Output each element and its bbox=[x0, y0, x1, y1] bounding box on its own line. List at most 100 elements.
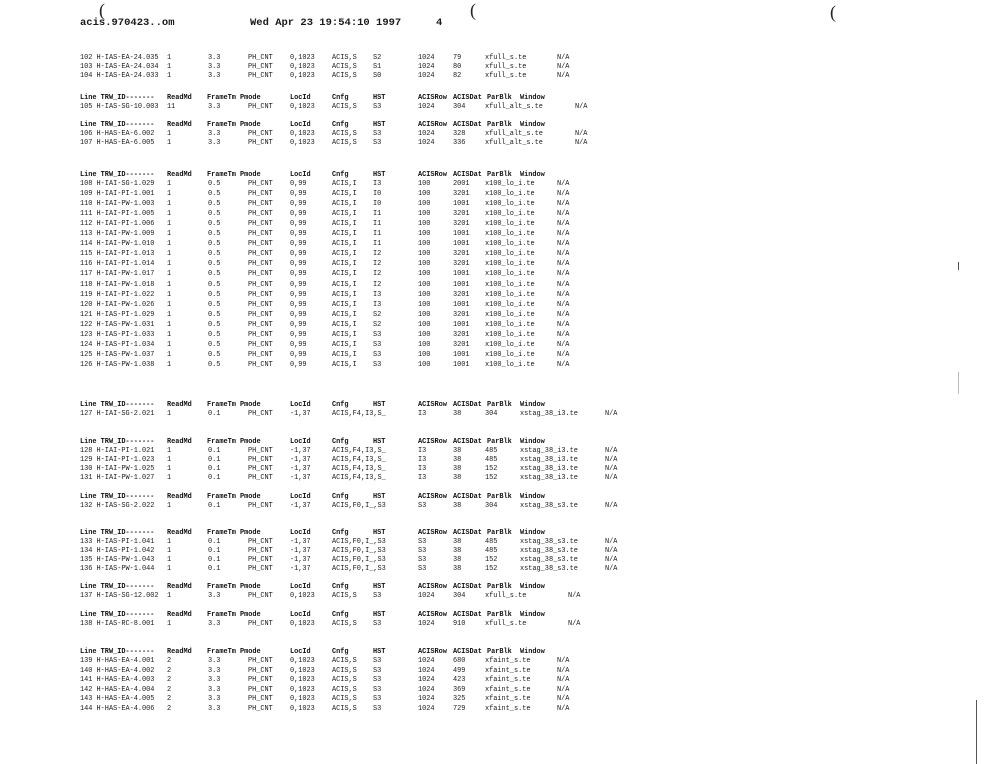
cell-line-trw-id: 140 H-HAS-EA-4.002 bbox=[80, 666, 155, 675]
cell-hst: S3 bbox=[373, 330, 382, 339]
cell-parblk-window: xstag_38_i3.te bbox=[520, 410, 578, 418]
cell-parblk-window: xfaint_s.te bbox=[485, 685, 531, 694]
cell-locid: 0,1023 bbox=[290, 103, 315, 111]
cell-line-trw-id: 139 H-HAS-EA-4.001 bbox=[80, 657, 155, 665]
cell-readmd: 1 bbox=[167, 465, 172, 473]
cell-locid: 0,1023 bbox=[290, 63, 315, 72]
column-header-acisrow: ACISRow bbox=[418, 438, 447, 446]
cell-pmode: PH_CNT bbox=[248, 210, 273, 219]
cell-line-trw-id: 127 H-IAI-SG-2.021 bbox=[80, 410, 155, 418]
cell-window-na: N/A bbox=[605, 546, 618, 555]
cell-pmode: PH_CNT bbox=[248, 695, 273, 704]
cell-acisrow: 100 bbox=[418, 360, 431, 369]
cell-readmd: 1 bbox=[167, 250, 172, 259]
column-header-locid: LocId bbox=[290, 171, 311, 179]
cell-parblk-window: x100_lo_i.te bbox=[485, 280, 535, 289]
cell-pmode: PH_CNT bbox=[248, 447, 273, 455]
cell-line-trw-id: 109 H-IAI-PI-1.001 bbox=[80, 190, 155, 199]
cell-acisdat: 1001 bbox=[453, 320, 470, 329]
cell-readmd: 1 bbox=[167, 555, 172, 564]
cell-readmd: 2 bbox=[167, 685, 172, 694]
scan-artifact-line bbox=[958, 372, 959, 394]
cell-frametm: 0.1 bbox=[208, 502, 221, 510]
cell-frametm: 3.3 bbox=[208, 72, 221, 81]
cell-locid: 0,99 bbox=[290, 340, 307, 349]
column-header-locid: LocId bbox=[290, 401, 311, 409]
cell-readmd: 1 bbox=[167, 410, 172, 418]
cell-readmd: 1 bbox=[167, 538, 172, 546]
column-header-line-trw-id: Line TRW_ID------- bbox=[80, 611, 155, 619]
cell-hst: S1 bbox=[373, 63, 382, 72]
cell-readmd: 1 bbox=[167, 270, 172, 279]
cell-window-na: N/A bbox=[605, 474, 618, 482]
cell-locid: 0,99 bbox=[290, 230, 307, 239]
cell-window-na: N/A bbox=[557, 220, 570, 229]
column-header-line-trw-id: Line TRW_ID------- bbox=[80, 438, 155, 446]
cell-pmode: PH_CNT bbox=[248, 250, 273, 259]
cell-acisdat: 485 bbox=[485, 546, 498, 555]
cell-frametm: 0.1 bbox=[208, 546, 221, 555]
column-header-acisrow: ACISRow bbox=[418, 171, 447, 179]
cell-window-na: N/A bbox=[557, 290, 570, 299]
cell-cnfg: ACIS,I bbox=[332, 250, 357, 259]
cell-frametm: 0.5 bbox=[208, 260, 221, 269]
cell-hst: I3 bbox=[418, 447, 427, 455]
column-header-acisdat: ACISDat bbox=[453, 583, 482, 591]
cell-acisrow: 100 bbox=[418, 270, 431, 279]
cell-parblk-window: xstag_38_s3.te bbox=[520, 538, 578, 546]
cell-readmd: 1 bbox=[167, 280, 172, 289]
cell-hst: I1 bbox=[373, 230, 382, 239]
cell-pmode: PH_CNT bbox=[248, 260, 273, 269]
cell-acisrow: 1024 bbox=[418, 72, 435, 81]
cell-pmode: PH_CNT bbox=[248, 230, 273, 239]
column-header-acisrow: ACISRow bbox=[418, 648, 447, 656]
column-header-window: Window bbox=[520, 438, 545, 446]
cell-acisdat: 328 bbox=[453, 130, 466, 138]
cell-cnfg: ACIS,S bbox=[332, 685, 357, 694]
cell-frametm: 0.5 bbox=[208, 310, 221, 319]
cell-parblk-window: xfull_alt_s.te bbox=[485, 103, 543, 111]
column-header-parblk: ParBlk bbox=[487, 611, 512, 619]
cell-frametm: 0.5 bbox=[208, 270, 221, 279]
column-header-hst: HST bbox=[373, 171, 386, 179]
cell-parblk-window: x100_lo_i.te bbox=[485, 200, 535, 209]
cell-acisrow: 1024 bbox=[418, 685, 435, 694]
cell-locid: 0,1023 bbox=[290, 130, 315, 138]
column-header-acisrow: ACISRow bbox=[418, 121, 447, 129]
cell-window-na: N/A bbox=[557, 63, 570, 72]
cell-parblk-window: x100_lo_i.te bbox=[485, 240, 535, 249]
document-datetime: Wed Apr 23 19:54:10 1997 bbox=[250, 17, 402, 29]
cell-frametm: 3.3 bbox=[208, 705, 221, 713]
cell-readmd: 1 bbox=[167, 190, 172, 199]
cell-parblk-window: x100_lo_i.te bbox=[485, 190, 535, 199]
cell-acisdat: 1001 bbox=[453, 240, 470, 249]
cell-readmd: 1 bbox=[167, 502, 172, 510]
cell-window-na: N/A bbox=[557, 657, 570, 665]
cell-acisrow: 1024 bbox=[418, 130, 435, 138]
column-header-parblk: ParBlk bbox=[487, 529, 512, 537]
cell-line-trw-id: 138 H-IAS-RC-8.001 bbox=[80, 620, 155, 628]
cell-window-na: N/A bbox=[557, 280, 570, 289]
column-header-frametm: FrameTm bbox=[207, 94, 236, 102]
cell-cnfg: ACIS,I bbox=[332, 280, 357, 289]
cell-pmode: PH_CNT bbox=[248, 546, 273, 555]
cell-line-trw-id: 126 H-IAS-PW-1.038 bbox=[80, 360, 155, 369]
cell-acisdat: 304 bbox=[453, 592, 466, 600]
column-header-pmode: Pmode bbox=[240, 94, 261, 102]
column-header-frametm: FrameTm bbox=[207, 171, 236, 179]
cell-frametm: 0.5 bbox=[208, 280, 221, 289]
column-header-parblk: ParBlk bbox=[487, 171, 512, 179]
cell-frametm: 0.5 bbox=[208, 240, 221, 249]
column-header-hst: HST bbox=[373, 529, 386, 537]
cell-hst: S3 bbox=[373, 666, 382, 675]
cell-locid: -1,37 bbox=[290, 555, 311, 564]
cell-cnfg: ACIS,I bbox=[332, 200, 357, 209]
cell-readmd: 1 bbox=[167, 340, 172, 349]
cell-parblk-window: xfaint_s.te bbox=[485, 666, 531, 675]
cell-acisdat: 423 bbox=[453, 676, 466, 685]
cell-cnfg: ACIS,F4,I3,S_ bbox=[332, 456, 386, 464]
cell-pmode: PH_CNT bbox=[248, 270, 273, 279]
cell-cnfg: ACIS,I bbox=[332, 210, 357, 219]
cell-acisdat: 3201 bbox=[453, 340, 470, 349]
cell-parblk-window: xstag_38_i3.te bbox=[520, 465, 578, 473]
